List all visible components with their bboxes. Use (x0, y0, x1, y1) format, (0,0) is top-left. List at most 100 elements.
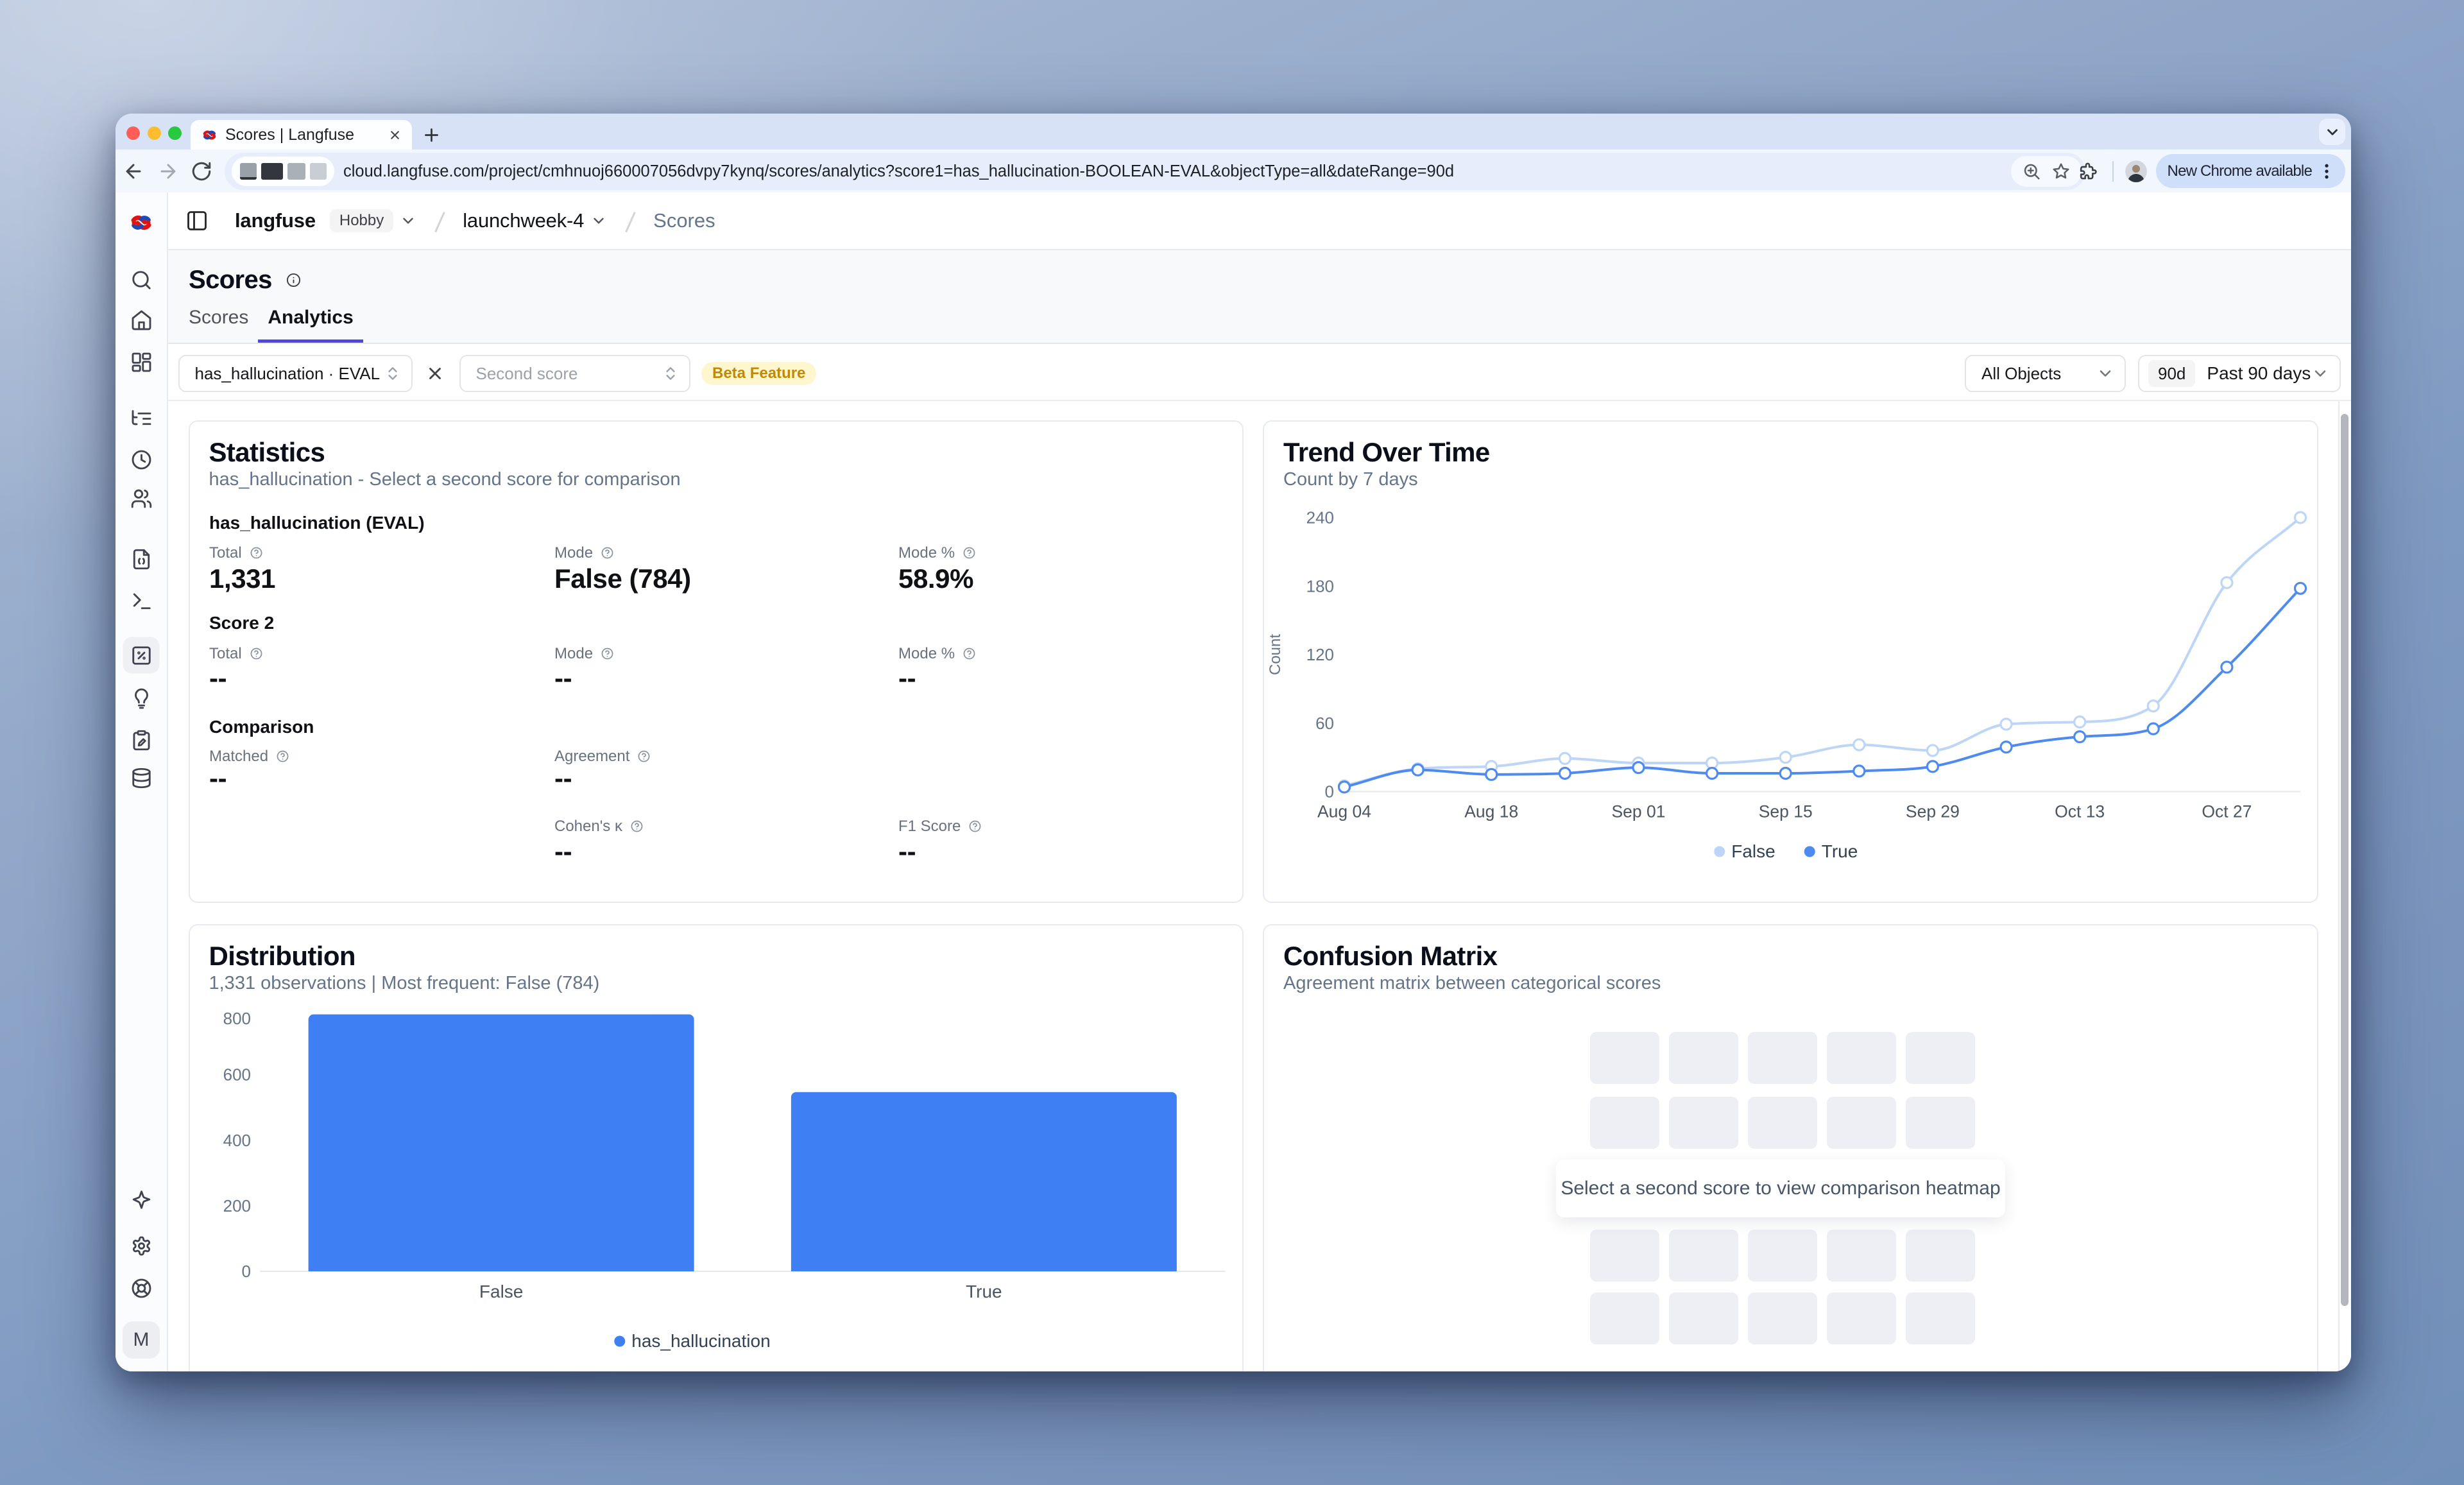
sidebar-item-clipboard-pen[interactable] (123, 722, 160, 759)
window-minimize-button[interactable] (147, 126, 161, 140)
forward-button[interactable] (157, 160, 179, 182)
stat-label: Mode (554, 544, 614, 562)
toolbar-separator (2112, 160, 2114, 182)
users-icon (130, 487, 153, 510)
sidebar-toggle-icon[interactable] (181, 205, 213, 237)
score2-select[interactable]: Second score (459, 355, 690, 392)
settings-icon (130, 1234, 153, 1257)
svg-text:Sep 15: Sep 15 (1759, 802, 1813, 821)
breadcrumb-project[interactable]: launchweek-4 (463, 209, 585, 232)
svg-text:240: 240 (1306, 508, 1334, 527)
heatmap-placeholder-cell (1669, 1230, 1738, 1282)
stats-section-header: Score 2 (209, 612, 275, 633)
svg-text:True: True (966, 1282, 1002, 1301)
breadcrumb-row: langfuse Hobby launchweek-4 Scores (168, 193, 715, 249)
help-icon (601, 546, 614, 560)
chrome-update-button[interactable]: New Chrome available (2155, 154, 2345, 188)
svg-text:False: False (1731, 841, 1775, 861)
sidebar-item-layout-dashboard[interactable] (123, 344, 160, 381)
breadcrumb-org[interactable]: langfuse (235, 209, 316, 232)
chevron-down-icon (2096, 365, 2114, 382)
heatmap-placeholder-cell (1590, 1096, 1659, 1149)
tab-analytics[interactable]: Analytics (258, 307, 363, 343)
sidebar-item-search[interactable] (123, 262, 160, 298)
slash-line (434, 211, 445, 233)
confusion-matrix-title: Confusion Matrix (1283, 941, 1498, 971)
stat-value: -- (209, 762, 227, 793)
sidebar-item-settings[interactable] (123, 1228, 160, 1264)
svg-text:Sep 01: Sep 01 (1611, 802, 1665, 821)
window-close-button[interactable] (126, 126, 140, 140)
tab-close-icon[interactable] (384, 124, 406, 146)
stat-label-text: Agreement (554, 747, 630, 765)
stat-label: F1 Score (898, 818, 982, 836)
scrollbar-track[interactable] (2338, 401, 2351, 1371)
org-chevron-icon[interactable] (400, 212, 416, 229)
user-avatar[interactable]: M (123, 1321, 160, 1359)
window-zoom-button[interactable] (167, 126, 182, 140)
svg-text:Sep 29: Sep 29 (1906, 802, 1960, 821)
trend-title: Trend Over Time (1283, 436, 1490, 467)
chrome-update-label: New Chrome available (2167, 162, 2313, 180)
svg-text:Oct 13: Oct 13 (2055, 802, 2105, 821)
heatmap-placeholder-cell (1748, 1230, 1817, 1282)
object-type-value: All Objects (1981, 363, 2062, 383)
redacted-chip-block (239, 163, 257, 180)
back-button[interactable] (123, 160, 144, 182)
site-permissions-chip[interactable] (232, 157, 334, 186)
trend-subtitle: Count by 7 days (1283, 468, 1418, 490)
profile-avatar[interactable] (2125, 160, 2147, 182)
trend-line-chart: 0 60 120 180 240 Count Aug 04 Aug 18 Sep 01 Sep 1… (1267, 508, 2307, 861)
langfuse-app: M langfuse Hobby launchweek-4 S (116, 193, 2351, 1371)
chevron-down-icon (2311, 365, 2329, 382)
file-code-icon (130, 547, 153, 571)
clock-icon (130, 448, 153, 471)
sidebar-item-lightbulb[interactable] (123, 679, 160, 716)
date-range-select[interactable]: 90d Past 90 days (2138, 355, 2341, 392)
zoom-icon[interactable] (2022, 162, 2041, 181)
help-icon (250, 546, 263, 560)
sidebar-item-house[interactable] (123, 302, 160, 338)
url-bar[interactable]: cloud.langfuse.com/project/cmhnuoj660007… (225, 153, 2085, 190)
sidebar-item-file-code[interactable] (123, 541, 160, 578)
sidebar-item-sparkle[interactable] (123, 1181, 160, 1218)
score1-select[interactable]: has_hallucination · EVAL (178, 355, 413, 392)
svg-text:Aug 04: Aug 04 (1317, 802, 1371, 821)
project-chevron-icon[interactable] (590, 212, 607, 229)
kebab-menu-icon[interactable] (2316, 160, 2338, 182)
sidebar-item-clock[interactable] (123, 442, 160, 478)
svg-text:60: 60 (1315, 713, 1334, 732)
breadcrumb-separator (431, 211, 449, 233)
house-icon (130, 309, 153, 332)
tab-search-button[interactable] (2319, 119, 2345, 145)
list-tree-icon (130, 408, 153, 431)
extensions-icon[interactable] (2075, 159, 2101, 184)
sidebar-item-terminal[interactable] (123, 583, 160, 619)
sidebar-item-users[interactable] (123, 480, 160, 517)
help-icon (276, 750, 289, 763)
heatmap-placeholder-cell (1827, 1032, 1896, 1085)
reload-button[interactable] (191, 160, 212, 182)
sidebar-item-square-percent-active[interactable] (123, 637, 160, 674)
page-header: Scores Scores Analytics (168, 250, 2351, 344)
bookmark-star-icon[interactable] (2051, 162, 2071, 181)
new-tab-button[interactable] (417, 121, 445, 149)
heatmap-placeholder-cell (1669, 1032, 1738, 1085)
info-icon[interactable] (286, 273, 301, 288)
scrollbar-thumb[interactable] (2340, 414, 2348, 1306)
confusion-matrix-card: Confusion Matrix Agreement matrix betwee… (1263, 924, 2318, 1371)
sidebar-item-list-tree[interactable] (123, 400, 160, 437)
breadcrumb-separator (621, 211, 639, 233)
tab-scores[interactable]: Scores (189, 307, 249, 328)
sidebar-item-database[interactable] (123, 760, 160, 796)
browser-tab[interactable]: Scores | Langfuse (191, 120, 412, 150)
object-type-select[interactable]: All Objects (1965, 355, 2126, 392)
stat-label: Mode % (898, 645, 976, 663)
svg-text:Oct 27: Oct 27 (2202, 802, 2252, 821)
lightbulb-icon (130, 685, 153, 708)
app-header: langfuse Hobby launchweek-4 Scores (168, 193, 2351, 250)
heatmap-placeholder-cell (1748, 1292, 1817, 1344)
sidebar-item-life-buoy[interactable] (123, 1270, 160, 1307)
clear-score-button[interactable] (425, 364, 445, 383)
